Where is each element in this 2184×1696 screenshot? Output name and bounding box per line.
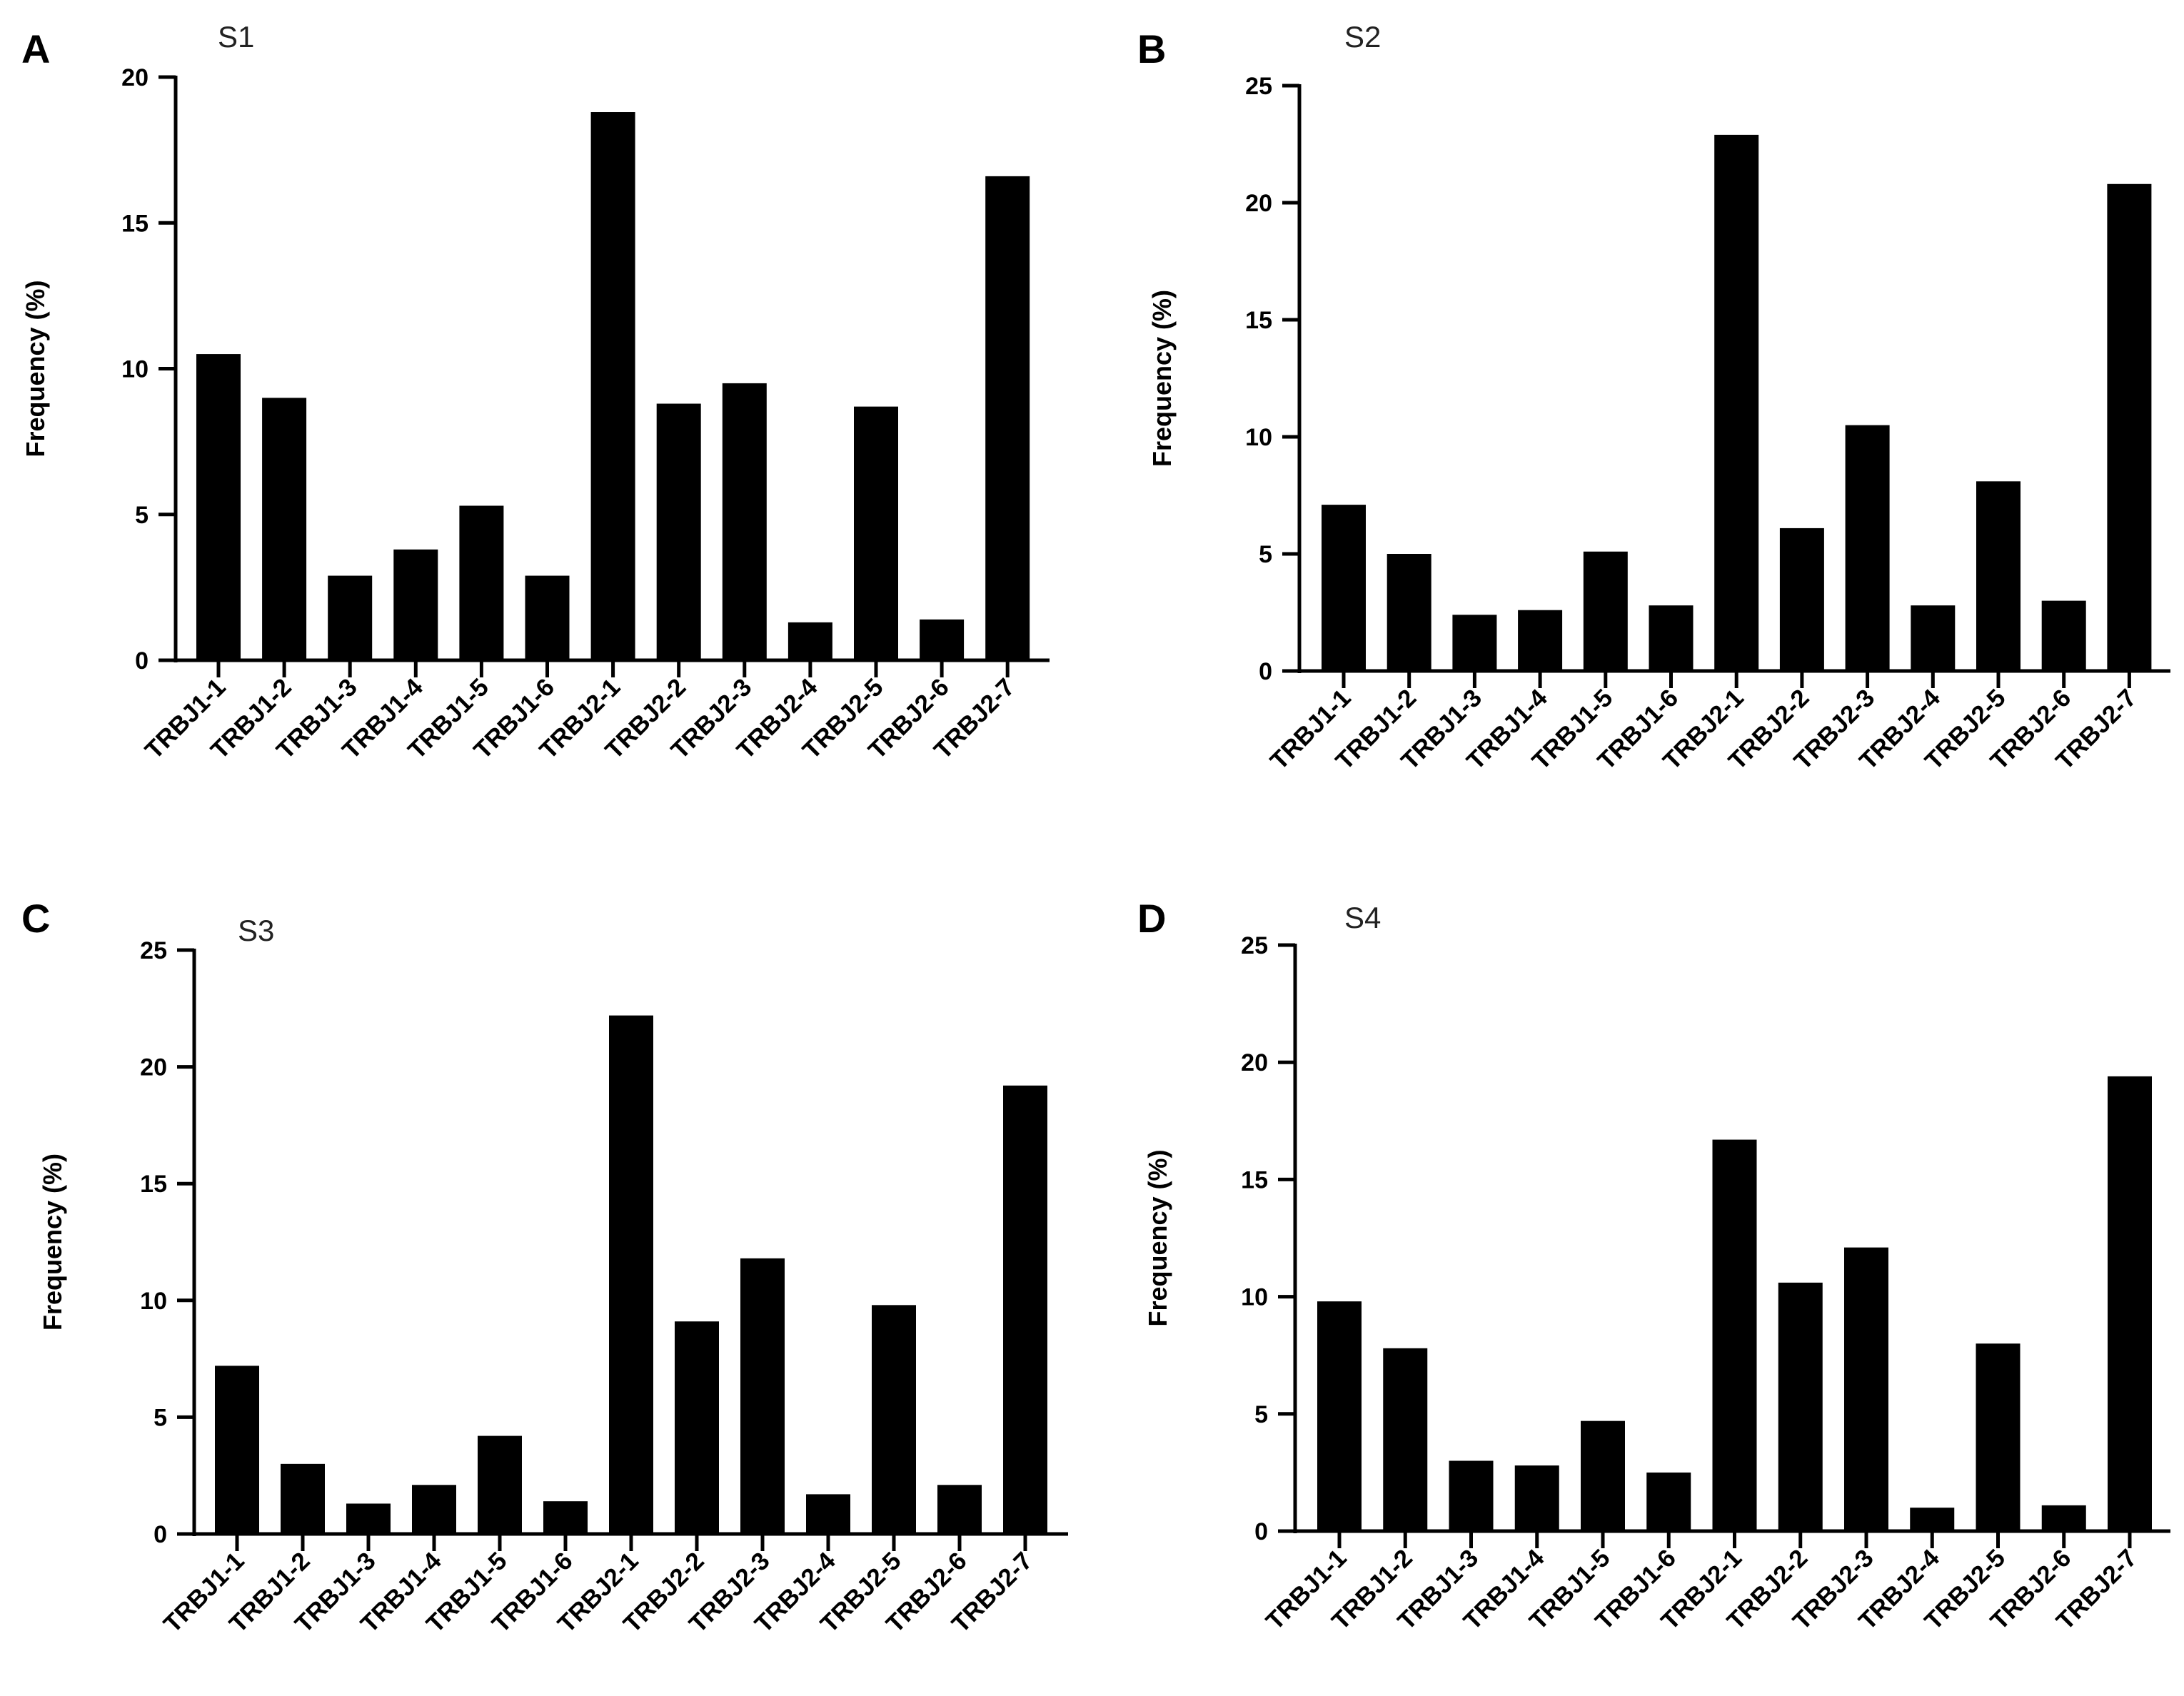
y-tick-label: 20 bbox=[121, 64, 149, 91]
bar-trbj2-2 bbox=[656, 403, 701, 660]
bar-trbj2-7 bbox=[2107, 183, 2152, 671]
bar-trbj1-6 bbox=[1649, 605, 1694, 671]
y-tick-label: 5 bbox=[135, 502, 149, 529]
y-tick-label: 20 bbox=[140, 1054, 167, 1081]
bar-trbj1-6 bbox=[543, 1501, 588, 1534]
y-tick-label: 15 bbox=[121, 210, 149, 237]
bar-trbj1-2 bbox=[1383, 1348, 1428, 1531]
bar-trbj2-4 bbox=[1911, 605, 1956, 671]
bar-trbj1-5 bbox=[1581, 1420, 1625, 1531]
bar-trbj2-6 bbox=[920, 619, 965, 660]
panel-letter: A bbox=[21, 26, 50, 71]
chart-title: S2 bbox=[1344, 20, 1381, 54]
bar-trbj2-5 bbox=[1976, 481, 2021, 671]
y-tick-label: 15 bbox=[140, 1171, 167, 1198]
bar-trbj2-1 bbox=[609, 1015, 653, 1534]
bar-trbj2-6 bbox=[937, 1485, 982, 1534]
y-tick-label: 0 bbox=[135, 647, 149, 675]
y-tick-label: 5 bbox=[1254, 1401, 1268, 1428]
y-tick-label: 25 bbox=[1241, 932, 1268, 959]
y-axis-title: Frequency (%) bbox=[1147, 290, 1177, 467]
y-tick-label: 25 bbox=[140, 937, 167, 964]
bar-trbj1-2 bbox=[281, 1463, 325, 1534]
y-tick-label: 10 bbox=[121, 356, 149, 383]
bar-trbj2-5 bbox=[1976, 1343, 2021, 1531]
bar-trbj2-3 bbox=[740, 1258, 785, 1534]
y-tick-label: 0 bbox=[154, 1521, 167, 1548]
y-axis-title: Frequency (%) bbox=[38, 1154, 67, 1331]
bar-trbj2-4 bbox=[806, 1494, 850, 1534]
bar-trbj1-4 bbox=[412, 1485, 456, 1534]
bar-trbj2-6 bbox=[2041, 1505, 2086, 1531]
bar-trbj1-4 bbox=[1514, 1465, 1559, 1531]
panel-letter: C bbox=[21, 896, 50, 941]
y-axis-title: Frequency (%) bbox=[1143, 1149, 1172, 1326]
bar-trbj1-5 bbox=[459, 505, 504, 660]
y-tick-label: 15 bbox=[1241, 1166, 1268, 1193]
bar-trbj2-2 bbox=[1778, 1282, 1823, 1531]
y-axis-title: Frequency (%) bbox=[21, 280, 50, 457]
bar-trbj2-4 bbox=[787, 622, 832, 660]
bar-trbj1-3 bbox=[1452, 615, 1497, 671]
bar-trbj2-1 bbox=[1714, 134, 1759, 671]
bar-trbj1-2 bbox=[262, 398, 307, 660]
bar-trbj2-7 bbox=[2108, 1076, 2152, 1531]
bar-trbj2-7 bbox=[985, 176, 1030, 660]
bar-trbj2-5 bbox=[854, 406, 898, 660]
bar-trbj1-4 bbox=[393, 549, 438, 660]
bar-trbj1-2 bbox=[1387, 554, 1431, 671]
y-tick-label: 5 bbox=[154, 1404, 167, 1431]
bar-trbj1-1 bbox=[196, 354, 241, 660]
y-tick-label: 20 bbox=[1241, 1049, 1268, 1076]
bar-trbj2-1 bbox=[590, 112, 635, 660]
bar-trbj1-1 bbox=[1317, 1301, 1362, 1531]
bar-trbj2-5 bbox=[872, 1305, 916, 1534]
y-tick-label: 25 bbox=[1245, 73, 1272, 100]
bar-trbj1-3 bbox=[328, 575, 373, 660]
bar-trbj2-6 bbox=[2041, 600, 2086, 671]
y-tick-label: 10 bbox=[1241, 1284, 1268, 1311]
bar-trbj1-3 bbox=[346, 1503, 391, 1534]
bar-trbj2-7 bbox=[1003, 1085, 1047, 1534]
bar-trbj2-2 bbox=[675, 1321, 719, 1534]
y-tick-label: 20 bbox=[1245, 190, 1272, 217]
y-tick-label: 10 bbox=[140, 1288, 167, 1315]
bar-trbj1-5 bbox=[478, 1435, 522, 1534]
chart-title: S1 bbox=[218, 20, 254, 54]
chart-title: S3 bbox=[238, 914, 274, 947]
y-tick-label: 10 bbox=[1245, 424, 1272, 451]
bar-trbj2-3 bbox=[722, 383, 767, 660]
chart-title: S4 bbox=[1344, 901, 1381, 934]
bar-trbj1-4 bbox=[1518, 610, 1563, 671]
bar-trbj1-1 bbox=[1322, 505, 1366, 671]
y-tick-label: 15 bbox=[1245, 307, 1272, 334]
bar-trbj2-4 bbox=[1910, 1508, 1955, 1531]
y-tick-label: 0 bbox=[1259, 658, 1272, 685]
y-tick-label: 5 bbox=[1259, 541, 1272, 568]
bar-trbj1-5 bbox=[1583, 551, 1628, 671]
bar-trbj1-3 bbox=[1449, 1460, 1494, 1531]
bar-trbj2-3 bbox=[1844, 1247, 1888, 1531]
bar-trbj2-1 bbox=[1712, 1139, 1757, 1531]
panel-letter: B bbox=[1137, 26, 1166, 71]
bar-trbj1-1 bbox=[215, 1366, 259, 1534]
bar-trbj1-6 bbox=[1646, 1472, 1691, 1531]
bar-trbj2-2 bbox=[1779, 528, 1824, 671]
y-tick-label: 0 bbox=[1254, 1518, 1268, 1545]
bar-trbj1-6 bbox=[525, 575, 570, 660]
bar-trbj2-3 bbox=[1845, 425, 1890, 671]
panel-letter: D bbox=[1137, 896, 1166, 941]
